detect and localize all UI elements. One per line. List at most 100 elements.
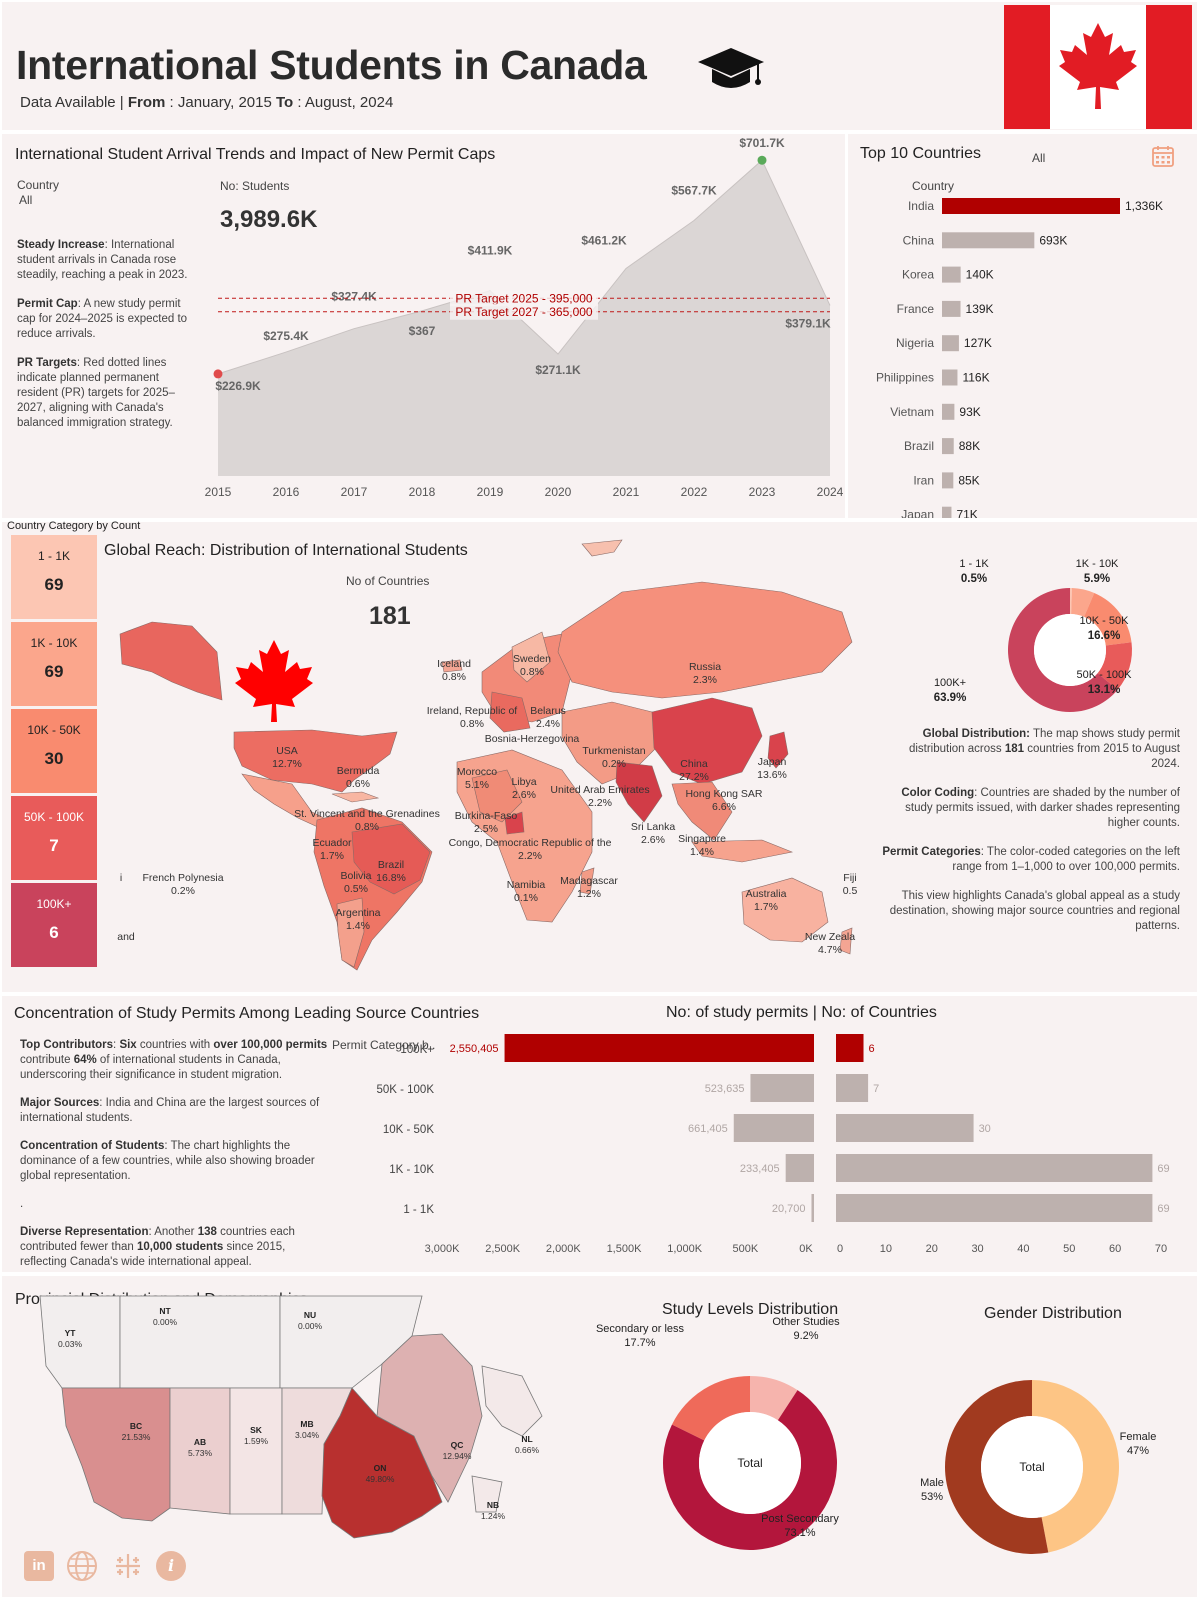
concentration-notes: Top Contributors: Six countries with ove… xyxy=(20,1038,330,1283)
country-bar xyxy=(942,232,1035,249)
concentration-title: Concentration of Study Permits Among Lea… xyxy=(14,1005,480,1022)
pr-target-label: PR Target 2025 - 395,000 xyxy=(455,291,593,305)
header-panel: International Students in Canada Data Av… xyxy=(2,2,1197,130)
map-country-label: United Arab Emirates xyxy=(550,784,649,796)
country-bar xyxy=(942,506,952,518)
map-country-pct: 0.2% xyxy=(171,885,195,897)
map-title: Global Reach: Distribution of Internatio… xyxy=(104,542,468,559)
permit-category-label: 1 - 1K xyxy=(403,1204,434,1216)
country-filter-label: Country xyxy=(17,178,60,192)
country-label: Japan xyxy=(901,508,934,518)
study-level-pct: 73.1% xyxy=(784,1527,815,1539)
data-label: $271.1K xyxy=(535,363,581,377)
top10-panel: Top 10 Countries All Country India 1,336K… xyxy=(848,134,1197,518)
country-shape xyxy=(767,731,789,769)
province-code: BC xyxy=(130,1421,142,1431)
province-pct: 1.59% xyxy=(244,1436,269,1446)
study-level-label: Post Secondary xyxy=(761,1513,839,1525)
gender-pct: 47% xyxy=(1127,1445,1149,1457)
province-pct: 1.24% xyxy=(481,1511,506,1521)
country-shape xyxy=(441,659,463,673)
category-box-label: 1K - 10K xyxy=(30,636,78,650)
permit-value-label: 233,405 xyxy=(740,1163,780,1175)
map-country-label: i xyxy=(120,872,122,884)
category-box[interactable]: 1K - 10K 69 xyxy=(11,622,97,706)
concentration-note-part: Top Contributors xyxy=(20,1039,114,1051)
concentration-note-part: 10,000 students xyxy=(137,1241,224,1253)
x-tick-label: 2018 xyxy=(409,485,436,499)
map-panel: Country Category by Count 1 - 1K 69 1K - 1… xyxy=(2,520,1197,992)
province-pct: 0.03% xyxy=(58,1339,83,1349)
global-note-tail: countries from 2015 to August 2024. xyxy=(1024,743,1180,770)
category-box-count: 6 xyxy=(49,923,59,942)
countries-bar xyxy=(836,1154,1153,1182)
country-label: India xyxy=(908,199,934,213)
province-pct: 12.94% xyxy=(443,1451,472,1461)
donut-label: 10K - 50K xyxy=(1080,615,1130,627)
global-note-head: Color Coding xyxy=(901,787,975,799)
data-label: $379.1K xyxy=(785,316,831,330)
country-shape xyxy=(331,791,380,803)
map-country-pct: 0.8% xyxy=(442,671,466,683)
country-shape xyxy=(691,839,794,863)
province-shape xyxy=(376,1333,483,1503)
donut-hole xyxy=(981,1416,1083,1518)
global-note: Color Coding: Countries are shaded by th… xyxy=(880,786,1180,831)
calendar-icon[interactable] xyxy=(1151,144,1175,168)
map-country-label: Sweden xyxy=(513,653,551,665)
gender-title: Gender Distribution xyxy=(984,1305,1122,1322)
map-country-pct: 2.6% xyxy=(641,834,665,846)
map-country-label: Congo, Democratic Republic of the xyxy=(449,837,612,849)
country-shape xyxy=(839,927,853,955)
tableau-icon[interactable] xyxy=(112,1550,144,1582)
map-country-pct: 0.1% xyxy=(514,892,538,904)
concentration-note: Top Contributors: Six countries with ove… xyxy=(20,1038,330,1083)
start-point xyxy=(213,369,223,379)
global-note-bold: 181 xyxy=(1004,743,1025,755)
permit-value-label: 2,550,405 xyxy=(450,1043,499,1055)
country-label: Brazil xyxy=(904,439,934,453)
trend-note-text: : Red dotted lines indicate planned perm… xyxy=(17,357,175,429)
category-box[interactable]: 50K - 100K 7 xyxy=(11,796,97,880)
x-tick-label: 2021 xyxy=(613,485,640,499)
map-country-label: St. Vincent and the Grenadines xyxy=(294,808,440,820)
map-country-pct: 1.2% xyxy=(577,888,601,900)
province-pct: 0.00% xyxy=(298,1321,323,1331)
country-filter-value[interactable]: All xyxy=(19,193,33,207)
country-shape xyxy=(581,539,623,557)
linkedin-icon[interactable]: in xyxy=(24,1551,54,1581)
concentration-note-part: over 100,000 permits xyxy=(213,1039,328,1051)
top10-filter-value[interactable]: All xyxy=(1032,151,1046,165)
map-country-label: New Zeala xyxy=(805,931,855,943)
x-tick-label: 2019 xyxy=(477,485,504,499)
data-label: $367 xyxy=(409,324,436,338)
students-label: No: Students xyxy=(220,179,290,193)
category-legend: 1 - 1K 69 1K - 10K 69 10K - 50K 30 50K - 100K 7… xyxy=(11,535,97,975)
category-box[interactable]: 100K+ 6 xyxy=(11,883,97,967)
country-label: China xyxy=(903,233,935,247)
donut-label: 100K+ xyxy=(934,677,966,689)
data-label: $327.4K xyxy=(331,290,377,304)
country-shape xyxy=(119,621,223,701)
x-tick-label: 2016 xyxy=(273,485,300,499)
map-country-pct: 4.7% xyxy=(818,944,842,956)
category-box[interactable]: 1 - 1K 69 xyxy=(11,535,97,619)
x-tick-label: 2015 xyxy=(205,485,232,499)
info-icon[interactable]: i xyxy=(156,1551,186,1581)
category-box[interactable]: 10K - 50K 30 xyxy=(11,709,97,793)
province-code: NT xyxy=(159,1306,171,1316)
country-value-label: 139K xyxy=(966,302,994,316)
globe-icon[interactable] xyxy=(66,1550,98,1582)
map-country-pct: 1.7% xyxy=(754,901,778,913)
map-country-pct: 2.3% xyxy=(693,674,717,686)
donut-slice xyxy=(750,1376,798,1421)
concentration-note-part: . xyxy=(20,1198,24,1210)
permit-value-label: 661,405 xyxy=(688,1123,728,1135)
study-level-label: Secondary or less xyxy=(596,1323,685,1335)
top10-bar-chart: India 1,336K China 693K Korea 140K France 139K N… xyxy=(876,198,1163,518)
map-country-label: Morocco xyxy=(457,766,497,778)
map-country-pct: 1.4% xyxy=(346,920,370,932)
concentration-note-part: : xyxy=(113,1039,120,1051)
map-country-label: Australia xyxy=(746,888,787,900)
